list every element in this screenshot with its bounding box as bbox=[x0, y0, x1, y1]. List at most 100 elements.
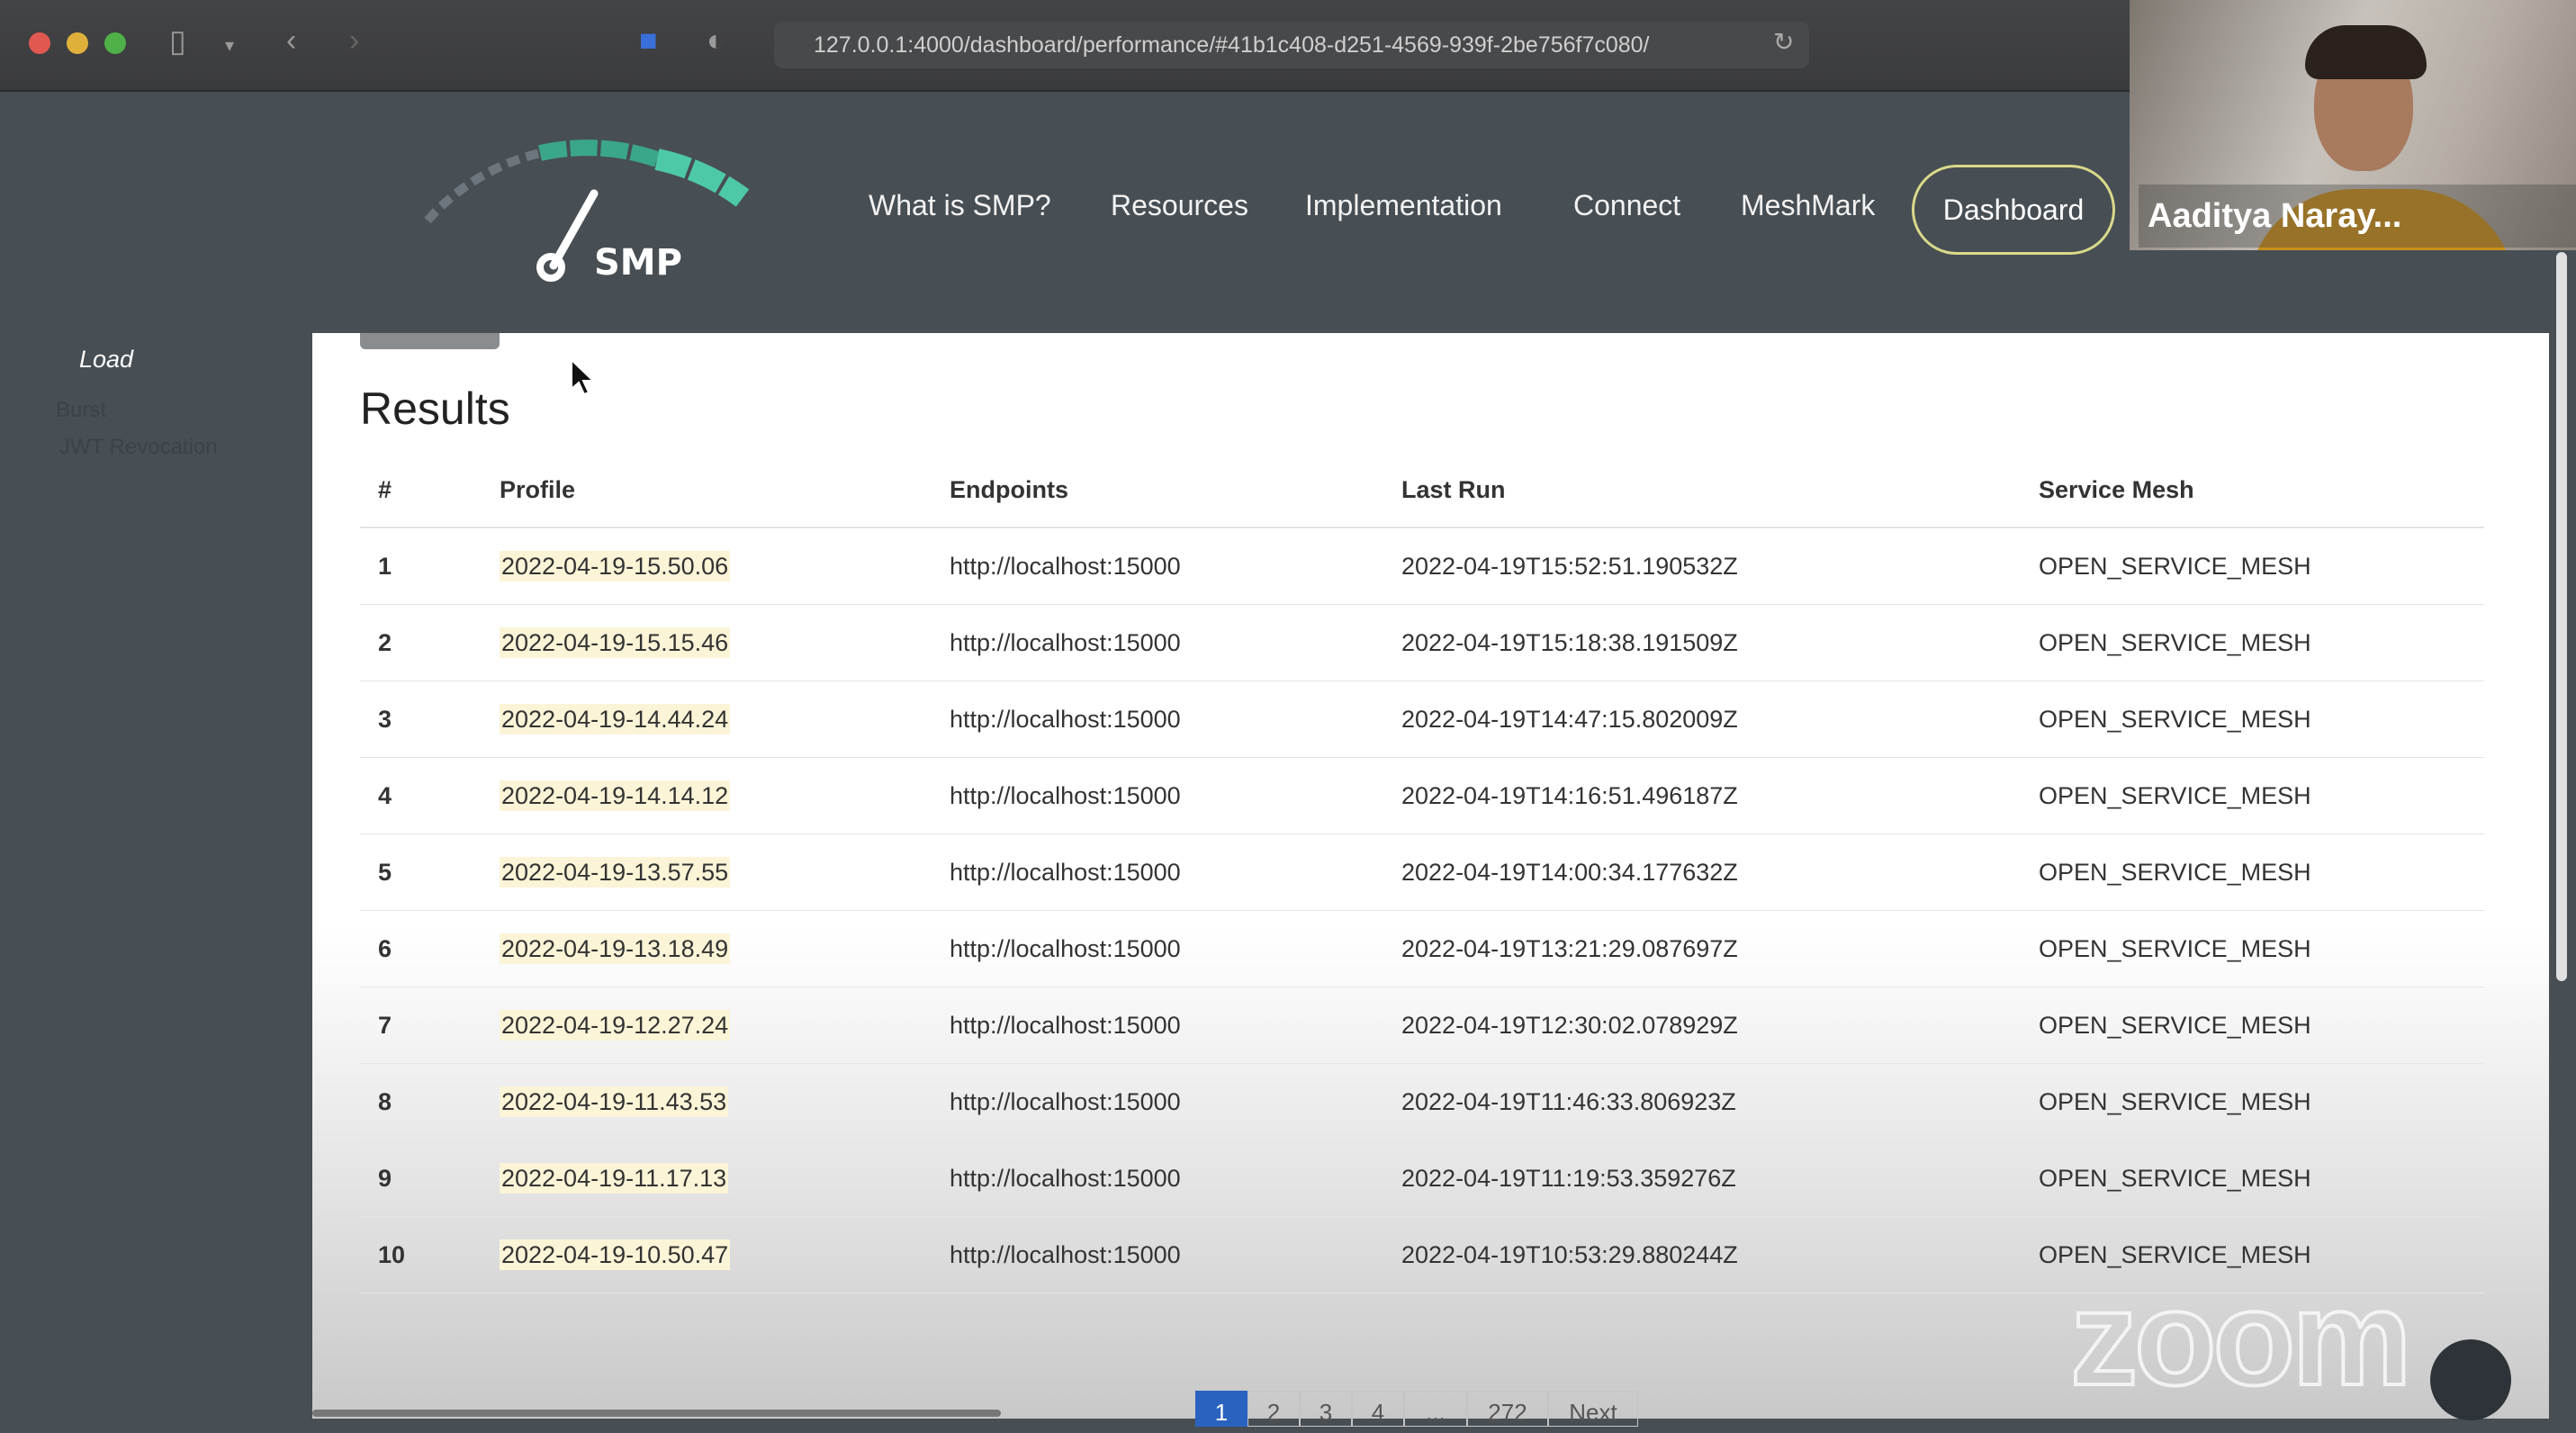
last-run: 2022-04-19T10:53:29.880244Z bbox=[1401, 1240, 1738, 1268]
last-run: 2022-04-19T14:47:15.802009Z bbox=[1401, 705, 1738, 733]
service-mesh: OPEN_SERVICE_MESH bbox=[2039, 705, 2311, 733]
logo-text: SMP bbox=[594, 242, 682, 284]
row-index: 2 bbox=[378, 628, 392, 656]
back-icon[interactable]: ‹ bbox=[286, 23, 297, 58]
service-mesh-cell: OPEN_SERVICE_MESH bbox=[2039, 604, 2484, 681]
url-bar[interactable]: 127.0.0.1:4000/dashboard/performance/#41… bbox=[774, 22, 1809, 68]
forward-icon[interactable]: › bbox=[349, 23, 360, 58]
profile-link[interactable]: 2022-04-19-11.17.13 bbox=[500, 1162, 729, 1194]
table-row[interactable]: 1 2022-04-19-15.50.06 http://localhost:150… bbox=[360, 527, 2484, 605]
vertical-scrollbar[interactable] bbox=[2556, 252, 2567, 981]
nav-connect[interactable]: Connect bbox=[1573, 189, 1681, 221]
chevron-down-icon[interactable]: ▾ bbox=[225, 36, 235, 56]
endpoint-cell: http://localhost:15000 bbox=[950, 1140, 1401, 1217]
row-index-cell: 1 bbox=[360, 527, 500, 605]
profile-link[interactable]: 2022-04-19-14.44.24 bbox=[500, 703, 731, 735]
endpoint-cell: http://localhost:15000 bbox=[950, 604, 1401, 681]
profile-link[interactable]: 2022-04-19-10.50.47 bbox=[500, 1239, 731, 1270]
table-row[interactable]: 2 2022-04-19-15.15.46 http://localhost:150… bbox=[360, 604, 2484, 681]
col-header-profile[interactable]: Profile bbox=[500, 453, 950, 528]
reload-icon[interactable]: ↻ bbox=[1773, 28, 1795, 56]
pagination-page[interactable]: 2 bbox=[1247, 1391, 1300, 1427]
shield-icon[interactable]: ◐ bbox=[707, 23, 725, 58]
profile-link[interactable]: 2022-04-19-13.57.55 bbox=[500, 856, 731, 888]
table-row[interactable]: 4 2022-04-19-14.14.12 http://localhost:150… bbox=[360, 757, 2484, 834]
participant-name: Aaditya Naray... bbox=[2139, 185, 2576, 248]
row-index-cell: 5 bbox=[360, 834, 500, 911]
profile-link-cell: 2022-04-19-15.50.06 bbox=[500, 527, 950, 605]
sidebar-item-burst[interactable]: Burst bbox=[56, 398, 107, 422]
row-index: 8 bbox=[378, 1087, 392, 1115]
col-header-last-run[interactable]: Last Run bbox=[1401, 453, 2039, 528]
col-header-service-mesh[interactable]: Service Mesh bbox=[2039, 453, 2484, 528]
pagination-page[interactable]: 1 bbox=[1195, 1391, 1247, 1427]
profile-link-cell: 2022-04-19-14.14.12 bbox=[500, 757, 950, 834]
service-mesh: OPEN_SERVICE_MESH bbox=[2039, 934, 2311, 962]
maximize-window-button[interactable] bbox=[104, 32, 126, 54]
table-row[interactable]: 6 2022-04-19-13.18.49 http://localhost:150… bbox=[360, 910, 2484, 987]
table-row[interactable]: 5 2022-04-19-13.57.55 http://localhost:150… bbox=[360, 834, 2484, 911]
pagination-page: ... bbox=[1404, 1391, 1467, 1427]
tab-handle[interactable] bbox=[360, 333, 500, 349]
sidebar-toggle-icon[interactable]: ▯ bbox=[169, 24, 186, 59]
zoom-watermark: zoom bbox=[2068, 1260, 2414, 1415]
last-run: 2022-04-19T11:19:53.359276Z bbox=[1401, 1164, 1736, 1192]
minimize-window-button[interactable] bbox=[67, 32, 88, 54]
endpoint: http://localhost:15000 bbox=[950, 781, 1181, 809]
profile-link[interactable]: 2022-04-19-15.15.46 bbox=[500, 626, 731, 658]
row-index: 9 bbox=[378, 1164, 392, 1192]
row-index: 3 bbox=[378, 705, 392, 733]
profile-link[interactable]: 2022-04-19-12.27.24 bbox=[500, 1009, 731, 1041]
last-run-cell: 2022-04-19T14:00:34.177632Z bbox=[1401, 834, 2039, 911]
profile-link-cell: 2022-04-19-11.43.53 bbox=[500, 1063, 950, 1140]
service-mesh-cell: OPEN_SERVICE_MESH bbox=[2039, 834, 2484, 911]
row-index: 4 bbox=[378, 781, 392, 809]
zoom-badge-icon bbox=[2430, 1339, 2511, 1420]
table-row[interactable]: 7 2022-04-19-12.27.24 http://localhost:150… bbox=[360, 987, 2484, 1064]
row-index: 7 bbox=[378, 1011, 392, 1039]
pagination: 1 2 3 4... 272 Next bbox=[1195, 1391, 1638, 1427]
pagination-page[interactable]: 272 bbox=[1467, 1391, 1548, 1427]
table-row[interactable]: 10 2022-04-19-10.50.47 http://localhost:15… bbox=[360, 1216, 2484, 1293]
profile-link[interactable]: 2022-04-19-11.43.53 bbox=[500, 1086, 729, 1117]
service-mesh: OPEN_SERVICE_MESH bbox=[2039, 552, 2311, 580]
nav-what-is-smp[interactable]: What is SMP? bbox=[869, 189, 1051, 221]
row-index: 5 bbox=[378, 858, 392, 886]
col-header-index[interactable]: # bbox=[360, 453, 500, 528]
profile-link-cell: 2022-04-19-14.44.24 bbox=[500, 680, 950, 758]
profile-link[interactable]: 2022-04-19-15.50.06 bbox=[500, 550, 731, 581]
profile-link[interactable]: 2022-04-19-14.14.12 bbox=[500, 780, 731, 811]
nav-resources[interactable]: Resources bbox=[1111, 189, 1248, 221]
pagination-next[interactable]: Next bbox=[1548, 1391, 1638, 1427]
service-mesh-cell: OPEN_SERVICE_MESH bbox=[2039, 1140, 2484, 1217]
table-row[interactable]: 8 2022-04-19-11.43.53 http://localhost:150… bbox=[360, 1063, 2484, 1140]
service-mesh: OPEN_SERVICE_MESH bbox=[2039, 1164, 2311, 1192]
table-row[interactable]: 9 2022-04-19-11.17.13 http://localhost:150… bbox=[360, 1140, 2484, 1217]
table-row[interactable]: 3 2022-04-19-14.44.24 http://localhost:150… bbox=[360, 680, 2484, 758]
row-index-cell: 8 bbox=[360, 1063, 500, 1140]
dashboard-button[interactable]: Dashboard bbox=[1912, 165, 2115, 255]
close-window-button[interactable] bbox=[29, 32, 50, 54]
profile-link-cell: 2022-04-19-12.27.24 bbox=[500, 987, 950, 1064]
service-mesh: OPEN_SERVICE_MESH bbox=[2039, 858, 2311, 886]
last-run-cell: 2022-04-19T15:52:51.190532Z bbox=[1401, 527, 2039, 605]
last-run-cell: 2022-04-19T11:19:53.359276Z bbox=[1401, 1140, 2039, 1217]
last-run-cell: 2022-04-19T13:21:29.087697Z bbox=[1401, 910, 2039, 987]
horizontal-scrollbar[interactable] bbox=[312, 1410, 1001, 1417]
last-run-cell: 2022-04-19T10:53:29.880244Z bbox=[1401, 1216, 2039, 1293]
profile-link[interactable]: 2022-04-19-13.18.49 bbox=[500, 933, 731, 964]
pagination-page[interactable]: 3 bbox=[1300, 1391, 1352, 1427]
col-header-endpoints[interactable]: Endpoints bbox=[950, 453, 1401, 528]
endpoint-cell: http://localhost:15000 bbox=[950, 757, 1401, 834]
smp-logo[interactable]: SMP bbox=[414, 131, 756, 284]
results-title: Results bbox=[360, 383, 510, 434]
row-index-cell: 6 bbox=[360, 910, 500, 987]
nav-implementation[interactable]: Implementation bbox=[1305, 189, 1502, 221]
endpoint: http://localhost:15000 bbox=[950, 1240, 1181, 1268]
last-run-cell: 2022-04-19T14:47:15.802009Z bbox=[1401, 680, 2039, 758]
bitwarden-extension-icon[interactable]: ■ bbox=[639, 23, 658, 58]
nav-meshmark[interactable]: MeshMark bbox=[1741, 189, 1876, 221]
pagination-page[interactable]: 4 bbox=[1352, 1391, 1404, 1427]
sidebar-item-jwt-revocation[interactable]: JWT Revocation bbox=[59, 435, 218, 459]
sidebar-item-load[interactable]: Load bbox=[79, 346, 134, 373]
